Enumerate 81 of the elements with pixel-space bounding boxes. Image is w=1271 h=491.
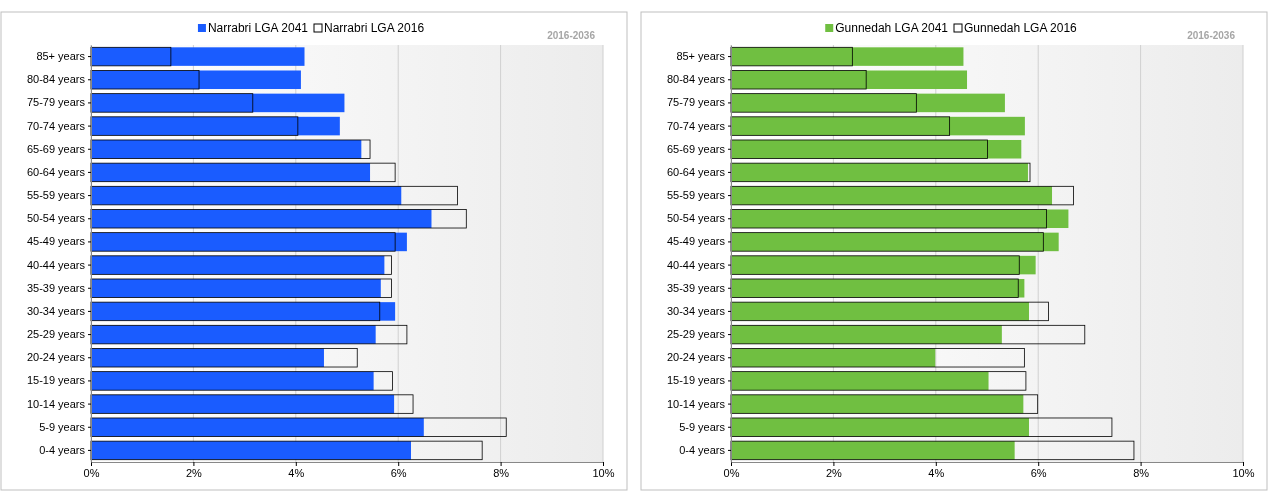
bar [91, 70, 301, 90]
x-tick-label: 0% [83, 466, 100, 479]
text: 2016-2036 [1187, 30, 1236, 41]
y-tick-label: 25-29 years [26, 328, 86, 341]
y-tick-label: 80-84 years [666, 73, 726, 86]
bar [731, 70, 968, 90]
y-tick-label: 85+ years [676, 50, 726, 63]
bar [730, 348, 1025, 368]
bar [90, 162, 396, 183]
y-tick-label: 45-49 years [666, 235, 726, 248]
y-tick-label: 20-24 years [666, 351, 726, 364]
bar [90, 440, 483, 461]
y-tick-label: 15-19 years [666, 374, 726, 387]
bar [730, 46, 853, 67]
y-tick-label: 75-79 years [666, 96, 726, 109]
bar [90, 417, 507, 437]
legend-label: Gunnedah LGA 2041 [835, 21, 949, 35]
y-tick-label: 35-39 years [26, 281, 86, 294]
x-tick-label: 8% [493, 466, 510, 479]
bar [90, 116, 299, 136]
legend-label: Narrabri LGA 2016 [324, 21, 425, 35]
x-tick-label: 4% [928, 466, 945, 479]
y-tick-label: 5-9 years [39, 420, 86, 433]
y-tick-label: 30-34 years [26, 304, 86, 317]
bar [731, 116, 1025, 136]
y-tick-label: 55-59 years [666, 189, 726, 202]
y-tick-label: 0-4 years [39, 443, 86, 456]
bar [730, 440, 1135, 461]
y-tick-label: 10-14 years [666, 397, 726, 410]
y-tick-label: 55-59 years [26, 189, 86, 202]
x-tick-label: 6% [390, 466, 407, 479]
x-tick-label: 4% [288, 466, 305, 479]
y-tick-label: 30-34 years [666, 304, 726, 317]
y-tick-label: 20-24 years [26, 351, 86, 364]
legend-label: Narrabri LGA 2041 [207, 21, 309, 35]
bar [91, 47, 305, 66]
bar [730, 93, 917, 113]
y-tick-label: 50-54 years [26, 212, 86, 225]
bar [730, 185, 1074, 206]
x-tick-label: 6% [1030, 466, 1047, 479]
bar [90, 46, 172, 67]
bar [90, 70, 200, 90]
y-tick-label: 85+ years [36, 50, 86, 63]
y-tick-label: 25-29 years [666, 328, 726, 341]
x-tick-label: 2% [825, 466, 843, 479]
y-tick-label: 65-69 years [666, 142, 726, 155]
x-tick-label: 10% [1232, 466, 1255, 479]
y-tick-label: 10-14 years [26, 397, 86, 410]
bar [731, 93, 1005, 113]
bar [91, 116, 340, 136]
bar [731, 47, 964, 66]
legend-label: Gunnedah LGA 2016 [964, 21, 1078, 35]
y-tick-label: 70-74 years [26, 119, 86, 132]
y-tick-label: 80-84 years [26, 73, 86, 86]
y-tick-label: 15-19 years [26, 374, 86, 387]
bar [730, 301, 1049, 322]
text: 2016-2036 [547, 30, 596, 41]
y-tick-label: 0-4 years [679, 443, 726, 456]
y-tick-label: 40-44 years [666, 258, 726, 271]
x-tick-label: 2% [185, 466, 203, 479]
y-tick-label: 35-39 years [666, 281, 726, 294]
bar [90, 185, 458, 206]
y-tick-label: 60-64 years [666, 165, 726, 178]
bar [90, 93, 254, 113]
y-tick-label: 45-49 years [26, 235, 86, 248]
bar [730, 70, 867, 90]
bar [730, 116, 951, 136]
bar [730, 324, 1086, 345]
y-tick-label: 65-69 years [26, 142, 86, 155]
bar [91, 93, 345, 113]
y-tick-label: 70-74 years [666, 119, 726, 132]
y-tick-label: 5-9 years [679, 420, 726, 433]
y-tick-label: 50-54 years [666, 212, 726, 225]
y-tick-label: 60-64 years [26, 165, 86, 178]
bar [90, 324, 408, 345]
x-tick-label: 8% [1133, 466, 1150, 479]
y-tick-label: 40-44 years [26, 258, 86, 271]
x-tick-label: 0% [723, 466, 740, 479]
x-tick-label: 10% [592, 466, 615, 479]
y-tick-label: 75-79 years [26, 96, 86, 109]
bar [730, 417, 1113, 437]
